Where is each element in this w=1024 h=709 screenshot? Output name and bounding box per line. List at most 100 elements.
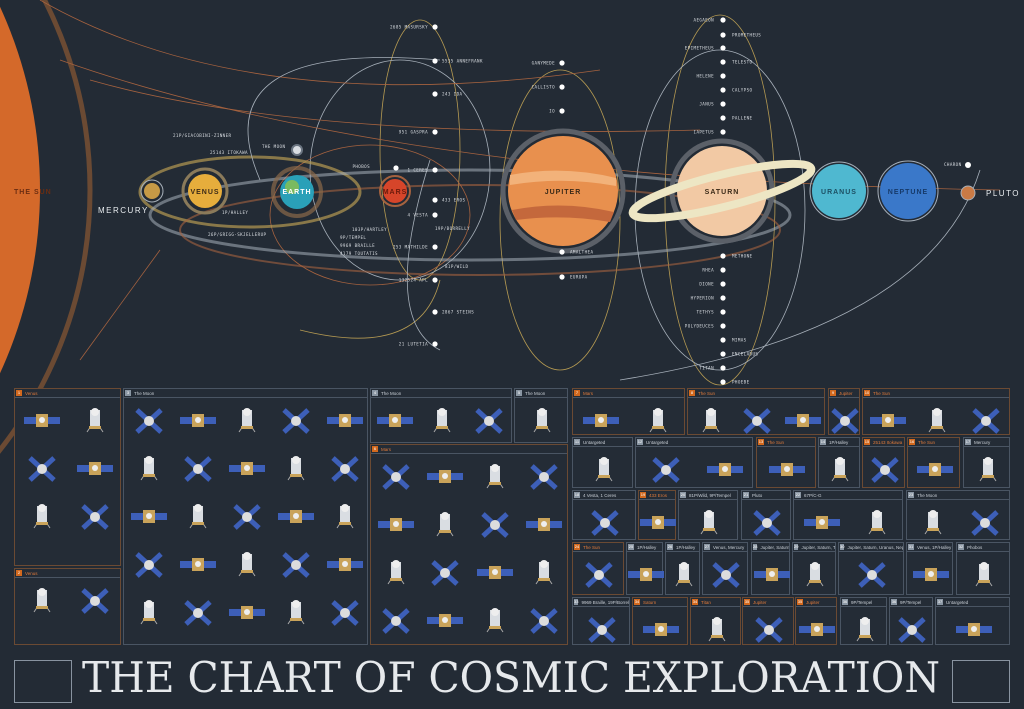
body-label: CALYPSO	[732, 88, 753, 93]
orbit-line	[499, 69, 621, 371]
panel-title: Untargeted	[646, 439, 669, 445]
panel-header: 20 81P/Wild, 9P/Tempel	[679, 491, 737, 500]
body-marker	[720, 309, 726, 315]
spacecraft-icon	[869, 414, 906, 427]
mission-panel: 19 433 Eros	[638, 490, 676, 540]
panel-number: 27	[704, 544, 710, 550]
body-label: METHONE	[732, 254, 753, 259]
pluto-label: PLUTO	[986, 189, 1020, 198]
panel-title: 9P/Tempel	[900, 599, 922, 605]
jupiter-label: JUPITER	[545, 189, 582, 196]
body-label: IAPETUS	[694, 130, 715, 135]
spacecraft-icon	[870, 457, 899, 483]
body-marker	[559, 249, 565, 255]
mission-panel: 31 Venus, 1P/Halley	[906, 542, 953, 595]
orbit-line	[299, 279, 441, 339]
spacecraft-icon	[140, 456, 157, 481]
comet-asteroid-label: 25143 ITOKAWA	[210, 150, 248, 155]
mission-panel: 36 9P/Tempel	[840, 597, 887, 645]
orbit-line	[247, 57, 441, 181]
spacecraft-icon	[971, 510, 999, 536]
spacecraft-icon	[858, 562, 886, 588]
spacecraft-icon	[77, 462, 114, 475]
panel-header: 6 Mars	[371, 445, 567, 454]
saturn-rings	[628, 159, 816, 223]
spacecraft-icon	[649, 408, 667, 433]
spacecraft-icon	[799, 623, 835, 636]
spacecraft-icon	[753, 568, 790, 581]
mission-panel: 32 Phobos	[956, 542, 1010, 595]
mission-panel: 24 The Sun	[572, 542, 624, 595]
body-label: PHOEBE	[732, 380, 750, 385]
panel-title: 4 Vesta, 1 Ceres	[583, 492, 617, 498]
body-marker	[720, 295, 726, 301]
panel-title: Jupiter	[839, 390, 853, 396]
spacecraft-icon	[287, 600, 304, 625]
panel-number: 19	[640, 492, 646, 498]
legend-box	[952, 660, 1010, 703]
spacecraft-icon	[281, 408, 310, 434]
spacecraft-icon	[955, 623, 992, 636]
spacecraft-icon	[140, 600, 157, 625]
mission-panel: 34 Saturn	[632, 597, 688, 645]
panel-header: 8 The Sun	[688, 389, 824, 398]
body-marker	[720, 101, 726, 107]
panel-number: 34	[634, 599, 640, 605]
mission-panel: 9 Jupiter	[828, 388, 860, 435]
venus	[188, 174, 222, 208]
panel-header: 12 Untargeted	[636, 438, 752, 447]
body-label: 2685 MASURSKY	[390, 25, 428, 30]
spacecraft-icon	[627, 568, 664, 581]
spacecraft-icon	[712, 562, 740, 588]
spacecraft-icon	[183, 456, 212, 482]
panel-number: 3	[125, 390, 131, 396]
spacecraft-icon	[189, 504, 206, 529]
mercury	[144, 183, 160, 199]
body-marker	[432, 212, 438, 218]
spacecraft-icon	[831, 457, 849, 482]
poster-info-box	[14, 660, 72, 703]
spacecraft-icon	[475, 408, 504, 434]
body-label: 132524 APL	[399, 278, 428, 283]
body-label: JANUS	[699, 102, 714, 107]
comet-asteroid-label: 81P/WILD	[445, 264, 468, 269]
spacecraft-icon	[33, 588, 51, 613]
panel-header: 21 Pluto	[742, 491, 790, 500]
mission-panel: 17 Mercury	[963, 437, 1010, 488]
mission-panel: 3 The Moon	[123, 388, 368, 645]
mission-panel: 18 4 Vesta, 1 Ceres	[572, 490, 636, 540]
spacecraft-icon	[277, 510, 314, 523]
panel-header: 18 4 Vesta, 1 Ceres	[573, 491, 635, 500]
panel-header: 25 1P/Halley	[627, 543, 662, 552]
jupiter-band	[510, 170, 616, 186]
panel-number: 22	[795, 492, 801, 498]
comet-asteroid-label: 1P/HALLEY	[222, 210, 248, 215]
mission-panel: 28 Jupiter, Saturn	[751, 542, 790, 595]
panel-header: 36 9P/Tempel	[890, 598, 932, 607]
spacecraft-icon	[755, 617, 783, 643]
body-marker	[720, 337, 726, 343]
panel-title: Venus, Mercury	[713, 544, 745, 550]
spacecraft-icon	[591, 510, 619, 536]
body-label: TETHYS	[696, 310, 714, 315]
panel-number: 2	[16, 570, 22, 576]
mission-panel: 36 9P/Tempel	[889, 597, 933, 645]
sun	[0, 6, 40, 374]
spacecraft-icon	[753, 510, 781, 536]
comet-asteroid-label: 4179 TOUTATIS	[340, 251, 378, 256]
spacecraft-icon	[486, 464, 504, 489]
panel-number: 32	[958, 544, 964, 550]
panel-title: Jupiter, Saturn, Uranus, Neptune	[847, 544, 903, 550]
panel-title: The Sun	[767, 439, 785, 445]
spacecraft-icon	[134, 552, 163, 578]
comet-asteroid-label: 26P/GRIGG-SKJELLERUP	[208, 232, 267, 237]
spacecraft-icon	[81, 504, 109, 530]
panel-number: 14	[820, 439, 826, 445]
body-marker	[720, 267, 726, 273]
panel-title: Jupiter	[753, 599, 767, 605]
panel-title: The Moon	[917, 492, 938, 498]
panel-number: 28	[753, 544, 758, 550]
panel-number: 36	[842, 599, 848, 605]
